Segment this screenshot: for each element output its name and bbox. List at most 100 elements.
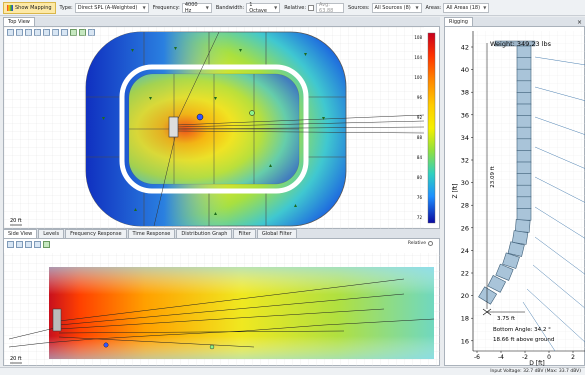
rig-y-tick-label: 16 [461, 337, 469, 345]
settings-icon [428, 241, 433, 246]
tab-rigging-label: Rigging [449, 19, 468, 25]
legend-tick-label: 92 [417, 115, 423, 120]
zoom-in-icon[interactable] [7, 241, 14, 248]
listener-marker-green [249, 110, 255, 116]
speaker-cabinet [516, 173, 532, 186]
frequency-label: Frequency: [152, 4, 180, 11]
rig-y-tick-label: 32 [461, 157, 469, 165]
chevron-down-icon: ▼ [415, 5, 419, 10]
speaker-cabinet [516, 161, 532, 175]
sources-control: Sources: All Sources (8) ▼ [348, 2, 422, 13]
legend-tick-label: 96 [417, 95, 423, 100]
tab-rigging[interactable]: Rigging [444, 17, 473, 26]
rigging-weight: Weight: 349.23 lbs [490, 40, 552, 48]
zoom-fit-icon[interactable] [25, 241, 32, 248]
color-legend-bar [427, 32, 436, 224]
chevron-down-icon: ▼ [205, 5, 209, 10]
speaker-cabinet [478, 286, 498, 305]
rig-y-tick-label: 20 [461, 292, 469, 300]
tab-global-filter[interactable]: Global Filter [256, 229, 297, 238]
tab-distribution-graph-label: Distribution Graph [181, 231, 228, 237]
type-select[interactable]: Direct SPL (A-Weighted) ▼ [74, 2, 149, 13]
sources-select[interactable]: All Sources (8) ▼ [371, 2, 422, 13]
top-view-tabstrip: Top View [3, 17, 440, 26]
speaker-cabinet [516, 80, 532, 93]
speaker-cabinet [516, 68, 532, 82]
legend-tick-label: 104 [414, 55, 422, 60]
side-listener-blue [103, 342, 109, 348]
tab-levels[interactable]: Levels [38, 229, 65, 238]
top-view-map[interactable]: 20 ft 108 104 100 96 92 88 84 80 76 72 [4, 27, 441, 230]
rig-y-tick-label: 36 [461, 111, 469, 119]
tab-levels-label: Levels [43, 231, 60, 237]
speaker-cabinet [516, 208, 532, 221]
type-value: Direct SPL (A-Weighted) [77, 4, 138, 11]
mapping-icon [7, 4, 13, 11]
side-listener-green [209, 344, 215, 350]
rig-y-tick-label: 24 [461, 247, 469, 255]
rigging-x-axis-label: D [ft] [529, 360, 545, 367]
relative-control: Relative: Avg: 63.88 [284, 1, 345, 14]
rigging-frame [494, 40, 536, 47]
show-mapping-label: Show Mapping [15, 4, 52, 11]
rig-x-tick-label: -6 [474, 354, 480, 361]
rig-y-tick-label: 42 [461, 44, 469, 52]
side-view-tools [7, 241, 50, 248]
side-reference-label: Relative [407, 241, 426, 246]
tab-frequency-response[interactable]: Frequency Response [65, 229, 127, 238]
relative-checkbox[interactable] [308, 4, 315, 11]
tab-distribution-graph[interactable]: Distribution Graph [176, 229, 233, 238]
tab-side-view-label: Side View [8, 231, 33, 237]
type-control: Type: Direct SPL (A-Weighted) ▼ [60, 2, 149, 13]
frequency-value: 4000 Hz [184, 1, 198, 14]
speaker-cabinet [511, 230, 529, 245]
side-view-map[interactable]: 20 ft [4, 239, 441, 367]
speaker-cabinet [487, 275, 507, 293]
rig-y-tick-label: 18 [461, 315, 469, 323]
tab-filter[interactable]: Filter [233, 229, 256, 238]
legend-tick-label: 72 [417, 215, 423, 220]
side-view-pane: Relative [3, 238, 441, 367]
speaker-array-marker [168, 116, 179, 138]
side-reference-control[interactable]: Relative [408, 241, 433, 246]
status-bar: Input Voltage: 32.7 dBV (Max: 33.7 dBV) [0, 367, 585, 375]
relative-input[interactable]: Avg: 63.88 [316, 1, 345, 14]
areas-select[interactable]: All Areas (18) ▼ [443, 2, 490, 13]
relative-value: Avg: 63.88 [319, 1, 334, 14]
tab-time-response[interactable]: Time Response [127, 229, 176, 238]
bottom-tabstrip: Side View Levels Frequency Response Time… [3, 229, 440, 238]
bandwidth-value: 1 Octave [249, 1, 267, 14]
top-view-pane: 20 ft 108 104 100 96 92 88 84 80 76 72 [3, 26, 441, 230]
select-icon[interactable] [34, 241, 41, 248]
speaker-cabinet [516, 126, 532, 140]
tab-time-response-label: Time Response [132, 231, 171, 237]
zoom-out-icon[interactable] [16, 241, 23, 248]
tab-filter-label: Filter [238, 231, 251, 237]
tab-top-view[interactable]: Top View [3, 17, 35, 26]
frequency-select[interactable]: 4000 Hz ▼ [181, 1, 212, 14]
rig-y-tick-label: 34 [461, 134, 469, 142]
legend-tick-label: 80 [417, 175, 423, 180]
rigging-width-dim: 3.75 ft [497, 316, 516, 322]
legend-tick-label: 76 [417, 195, 423, 200]
speaker-cabinet [516, 115, 532, 128]
rig-x-tick-label: -4 [498, 354, 504, 361]
show-mapping-button[interactable]: Show Mapping [3, 1, 56, 14]
legend-tick-label: 84 [417, 155, 423, 160]
sources-label: Sources: [348, 4, 370, 11]
tab-side-view[interactable]: Side View [3, 229, 38, 238]
frequency-control: Frequency: 4000 Hz ▼ [152, 1, 212, 14]
side-scale-label: 20 ft [10, 356, 22, 362]
chevron-down-icon: ▼ [142, 5, 146, 10]
speaker-cabinet [516, 103, 532, 117]
close-icon[interactable]: × [576, 19, 582, 26]
speaker-cabinet [516, 92, 532, 105]
speaker-cabinet [516, 196, 532, 209]
relative-label: Relative: [284, 4, 307, 11]
marker-icon[interactable] [43, 241, 50, 248]
bandwidth-select[interactable]: 1 Octave ▼ [246, 1, 281, 14]
side-speaker-array [52, 308, 62, 332]
